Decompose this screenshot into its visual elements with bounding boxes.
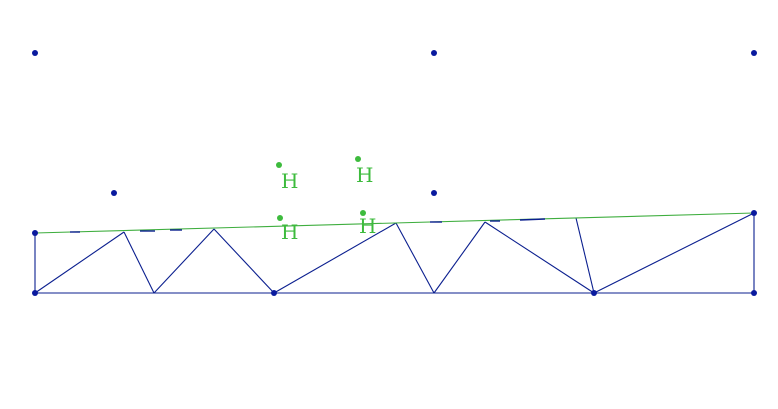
node-dot-1 bbox=[32, 50, 38, 56]
node-dot-4 bbox=[111, 190, 117, 196]
truss-member-10 bbox=[484, 221, 595, 294]
truss-member-3 bbox=[34, 231, 125, 294]
truss-nodes bbox=[32, 50, 757, 296]
node-dot-6 bbox=[32, 230, 38, 236]
node-dot-11 bbox=[751, 290, 757, 296]
top-chord bbox=[34, 212, 755, 234]
h-marker-label-2: H bbox=[356, 163, 373, 187]
h-marker-dot-4 bbox=[360, 210, 366, 216]
node-dot-8 bbox=[32, 290, 38, 296]
truss-member-5 bbox=[153, 228, 215, 294]
truss-member-8 bbox=[395, 222, 435, 294]
truss-member-4 bbox=[123, 231, 155, 294]
h-marker-label-1: H bbox=[281, 169, 298, 193]
truss-members bbox=[34, 212, 755, 294]
h-marker-label-3: H bbox=[281, 220, 298, 244]
node-dot-5 bbox=[431, 190, 437, 196]
truss-member-6 bbox=[213, 228, 275, 294]
truss-member-7 bbox=[273, 222, 397, 294]
chord-dash-6 bbox=[519, 218, 546, 221]
truss-member-9 bbox=[433, 221, 486, 294]
top-chord-line bbox=[34, 212, 755, 234]
h-marker-label-4: H bbox=[359, 214, 376, 238]
node-dot-2 bbox=[431, 50, 437, 56]
node-dot-7 bbox=[751, 210, 757, 216]
h-marker-dot-2 bbox=[355, 156, 361, 162]
h-marker-dot-1 bbox=[276, 162, 282, 168]
h-markers: H H H H bbox=[276, 156, 376, 244]
node-dot-9 bbox=[271, 290, 277, 296]
node-dot-3 bbox=[751, 50, 757, 56]
truss-member-12 bbox=[593, 212, 755, 294]
truss-member-11 bbox=[575, 217, 595, 294]
node-dot-10 bbox=[591, 290, 597, 296]
h-marker-dot-3 bbox=[277, 215, 283, 221]
